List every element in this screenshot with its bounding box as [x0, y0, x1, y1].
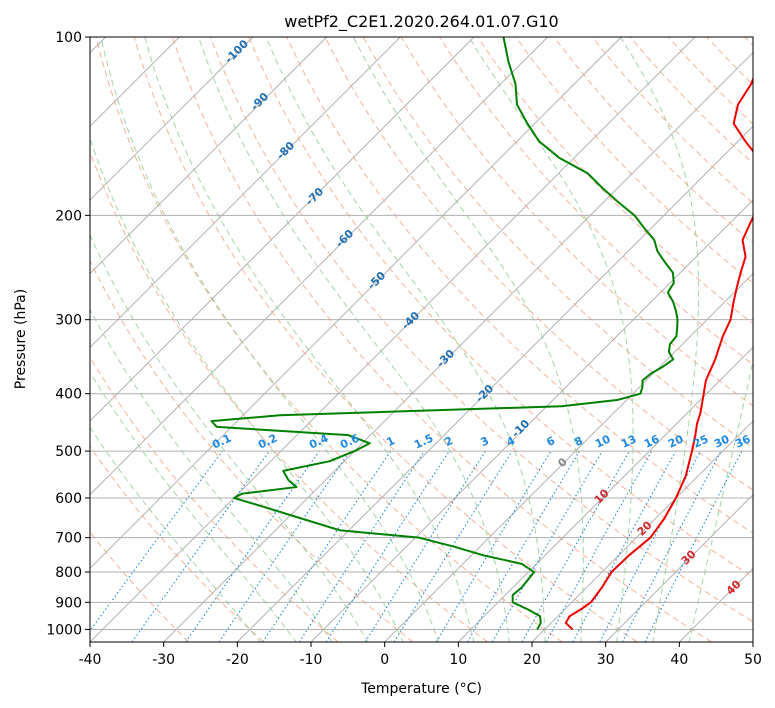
isotherm-line: [752, 641, 753, 642]
mixing-ratio-line: [545, 450, 653, 642]
y-tick-label: 800: [55, 565, 82, 581]
mixing-ratio-label: 10: [593, 432, 613, 450]
dry-adiabat-line: [324, 37, 753, 491]
moist-adiabat-line: [90, 233, 369, 642]
y-tick-label: 300: [55, 313, 82, 329]
x-tick-label: 0: [380, 652, 389, 668]
mixing-ratio-line: [393, 450, 513, 642]
mixing-ratio-label: 20: [666, 432, 686, 450]
plot-background: [90, 37, 753, 642]
y-tick-label: 400: [55, 387, 82, 403]
dry-adiabat-line: [95, 37, 563, 642]
isotherm-line: [90, 37, 401, 348]
moist-adiabat-line: [90, 371, 297, 642]
dry-adiabat-line: [210, 37, 753, 623]
mixing-ratio-line: [521, 450, 630, 642]
x-tick-label: 40: [670, 652, 688, 668]
temperature-profile-line: [564, 76, 753, 631]
x-tick-label: -40: [79, 652, 102, 668]
x-tick-label: 30: [597, 652, 615, 668]
y-axis: 1000 900 800 700 600 500 400 300 200 100: [46, 30, 90, 638]
dry-adiabat-line: [90, 445, 264, 642]
isotherm-line: [90, 37, 696, 642]
mixing-ratio-line: [298, 450, 425, 642]
y-tick-label: 900: [55, 595, 82, 611]
moist-adiabat-line: [620, 37, 700, 642]
isotherm-line: [237, 125, 753, 642]
isotherm-line: [458, 346, 753, 642]
isotherm-line: [605, 494, 753, 642]
x-tick-label: 10: [449, 652, 467, 668]
mixing-ratio-line: [644, 450, 743, 642]
y-tick-label: 500: [55, 444, 82, 460]
chart-title: wetPf2_C2E1.2020.264.01.07.G10: [284, 12, 558, 32]
background-lines: [90, 37, 753, 642]
isotherm-line: [90, 37, 622, 569]
dry-adiabat-line: [248, 37, 753, 578]
isotherm-line: [384, 273, 753, 642]
mixing-ratio-line: [90, 450, 223, 632]
mixing-ratio-line: [325, 450, 450, 642]
moist-adiabat-line: [144, 37, 475, 642]
isotherm-line: [90, 37, 548, 496]
x-tick-label: 20: [523, 652, 541, 668]
x-tick-label: 50: [744, 652, 762, 668]
isotherm-line: [90, 37, 327, 275]
x-axis: -40 -30 -20 -10 0 10 20 30 40 50: [79, 642, 762, 668]
dry-adiabat-line: [90, 259, 414, 642]
dry-adiabat-line: [286, 37, 753, 534]
moist-adiabat-line: [688, 358, 753, 642]
x-tick-label: -30: [152, 652, 175, 668]
dewpoint-profile-line: [210, 37, 679, 630]
mixing-ratio-label: 25: [691, 432, 710, 450]
y-tick-label: 1000: [46, 622, 82, 638]
mixing-ratio-line: [262, 450, 392, 642]
dry-adiabat-line: [515, 37, 753, 284]
mixing-ratio-line: [218, 450, 351, 642]
isotherm-line: [163, 52, 753, 642]
dry-adiabat-line: [171, 37, 712, 642]
isotherm-line: [531, 420, 753, 642]
mixing-ratio-label: 30: [712, 432, 732, 450]
mixing-ratio-line: [131, 450, 270, 642]
moist-adiabat-line: [468, 37, 634, 642]
x-tick-label: -10: [300, 652, 323, 668]
moist-adiabat-line: [100, 37, 440, 642]
mixing-ratio-label: 13: [619, 432, 638, 450]
mixing-ratio-label: 16: [642, 432, 662, 450]
mixing-ratio-line: [572, 450, 677, 642]
plot-frame: [89, 36, 754, 643]
profiles: [210, 37, 753, 631]
moist-adiabat-line: [198, 37, 510, 642]
y-tick-label: 600: [55, 491, 82, 507]
moist-adiabat-line: [90, 308, 333, 642]
moist-adiabat-line: [90, 426, 261, 642]
y-axis-label: Pressure (hPa): [13, 289, 29, 389]
y-tick-label: 700: [55, 531, 82, 547]
mixing-ratio-line: [185, 450, 320, 642]
dry-adiabat-line: [90, 356, 339, 642]
x-tick-label: -20: [226, 652, 249, 668]
dry-adiabat-line: [133, 37, 638, 642]
moist-adiabat-line: [90, 136, 404, 642]
y-tick-label: 200: [55, 208, 82, 224]
mixing-ratio-label: 36: [733, 432, 753, 450]
x-axis-label: Temperature (°C): [360, 681, 482, 697]
moist-adiabat-line: [265, 37, 546, 642]
y-tick-label: 100: [55, 30, 82, 46]
isotherm-line: [90, 37, 475, 422]
isotherm-line: [90, 37, 254, 201]
pressure-gridlines: [90, 37, 753, 630]
